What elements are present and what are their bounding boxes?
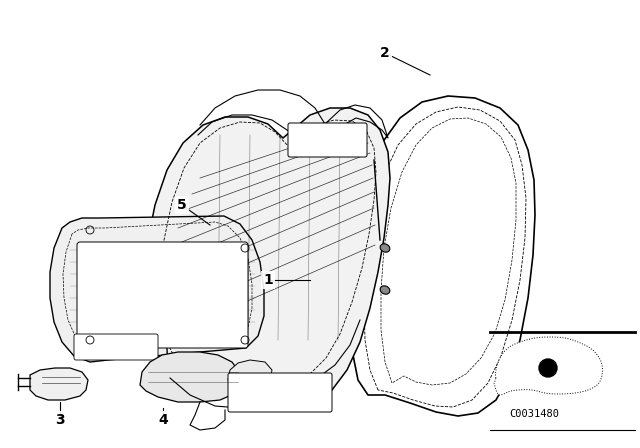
Text: 2: 2 <box>380 46 390 60</box>
Circle shape <box>539 359 557 377</box>
Polygon shape <box>228 360 272 390</box>
Polygon shape <box>140 352 242 402</box>
FancyBboxPatch shape <box>74 334 158 360</box>
FancyBboxPatch shape <box>77 242 248 348</box>
FancyBboxPatch shape <box>228 373 332 412</box>
Polygon shape <box>30 368 88 400</box>
Text: C0031480: C0031480 <box>509 409 559 419</box>
Polygon shape <box>350 96 535 416</box>
Ellipse shape <box>380 244 390 252</box>
Text: 4: 4 <box>158 413 168 427</box>
Text: 3: 3 <box>55 413 65 427</box>
Text: 1: 1 <box>263 273 273 287</box>
Polygon shape <box>50 216 264 362</box>
Polygon shape <box>494 337 602 395</box>
Text: 5: 5 <box>177 198 187 212</box>
Polygon shape <box>145 108 390 405</box>
Ellipse shape <box>380 286 390 294</box>
FancyBboxPatch shape <box>288 123 367 157</box>
